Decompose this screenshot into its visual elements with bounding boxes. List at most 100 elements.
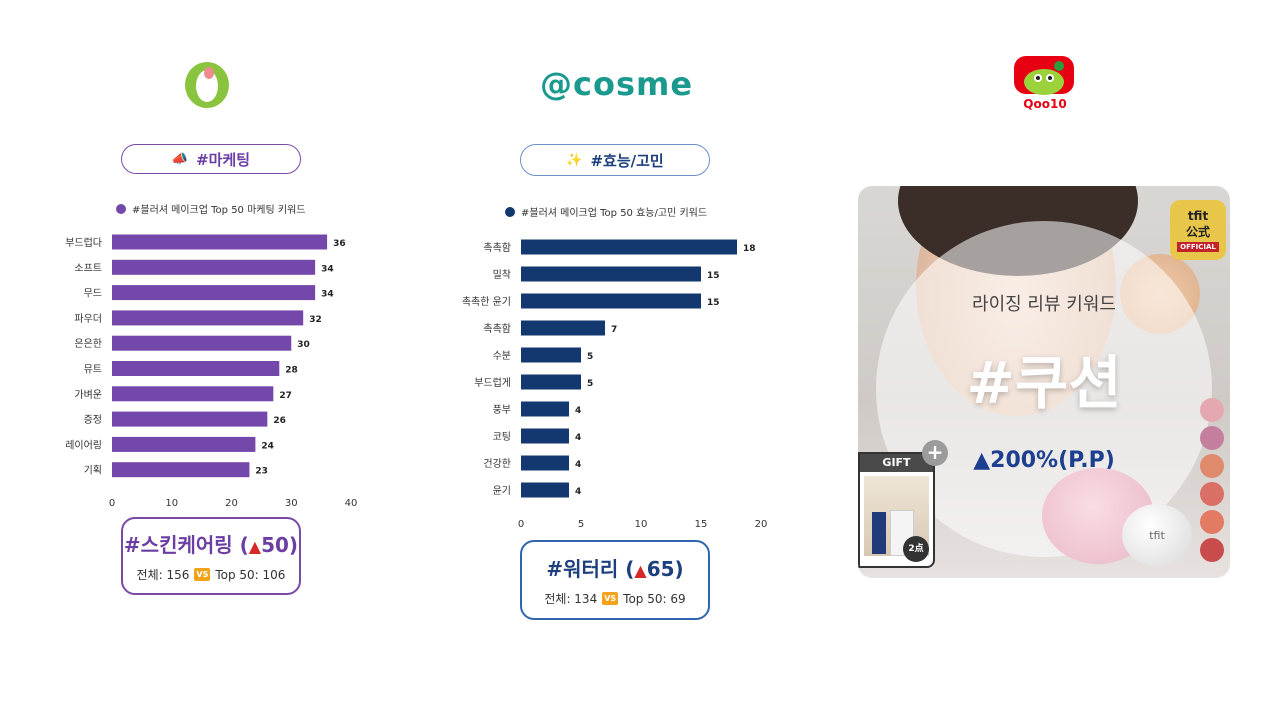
marketing-pill-label: #마케팅 <box>196 150 251 169</box>
bar-9 <box>112 462 250 478</box>
x-tick-label: 10 <box>165 498 178 509</box>
gift-box: GIFT 2点 <box>858 452 935 568</box>
category-label: 촉촉함 <box>483 323 511 335</box>
efficacy-category-pill: ✨ #효능/고민 <box>520 144 710 176</box>
shade-swatches <box>1200 398 1226 562</box>
megaphone-icon: 📣 <box>171 151 189 167</box>
efficacy-chart-legend: #블러셔 메이크업 Top 50 효능/고민 키워드 <box>505 204 707 219</box>
keyword-count-comparison: 전체: 156 VS Top 50: 106 <box>136 567 286 583</box>
bar-6 <box>112 386 274 402</box>
marketing-keyword-bar-chart: 부드럽다 36 소프트 34 무드 34 파우더 32 은은한 30 뮤트 28 가벼운 27 증정 26 레이… <box>65 234 358 509</box>
value-label: 32 <box>309 315 322 325</box>
category-label: 윤기 <box>493 485 511 497</box>
qoo10-product-promo-image: 라이징 리뷰 키워드 #쿠션 ▲200%(P.P) tfit 公式 OFFICI… <box>858 186 1230 578</box>
category-label: 촉촉함 <box>483 242 511 254</box>
value-label: 24 <box>261 441 274 451</box>
value-label: 34 <box>321 264 334 274</box>
cosme-logo: @cosme <box>540 65 694 103</box>
legend-dot <box>116 203 126 214</box>
category-label: 증정 <box>84 414 102 426</box>
compact-brand: tfit <box>1149 528 1165 542</box>
value-label: 28 <box>285 366 298 376</box>
legend-dot <box>505 206 515 217</box>
bar-2 <box>521 293 701 309</box>
category-label: 기획 <box>84 465 102 477</box>
category-label: 무드 <box>84 289 102 300</box>
bar-1 <box>112 259 316 275</box>
category-label: 수분 <box>493 350 511 362</box>
category-label: 촉촉한 윤기 <box>462 296 511 308</box>
x-tick-label: 30 <box>285 498 298 509</box>
efficacy-keyword-bar-chart: 촉촉함 18 밀착 15 촉촉한 윤기 15 촉촉함 7 수분 5 부드럽게 5 풍부 4 코팅 4 건강한 4 윤… <box>462 239 768 530</box>
value-label: 36 <box>333 239 346 249</box>
value-label: 26 <box>273 416 286 426</box>
gift-plus-icon: + <box>922 440 948 466</box>
x-tick-label: 20 <box>755 519 768 530</box>
qoo10-mascot-icon <box>1014 56 1074 95</box>
up-triangle-icon: ▲ <box>634 561 647 580</box>
gift-count-badge: 2点 <box>903 536 929 562</box>
badge-line2: OFFICIAL <box>1177 241 1219 252</box>
oliveyoung-logo <box>183 60 231 110</box>
value-label: 30 <box>297 340 310 350</box>
white-compact: tfit <box>1122 504 1192 566</box>
official-badge: tfit 公式 OFFICIAL <box>1170 200 1226 260</box>
efficacy-highlight-callout: #워터리 (▲65) 전체: 134 VS Top 50: 69 <box>520 540 710 620</box>
qoo10-logo: Qoo10 <box>1012 54 1076 116</box>
category-label: 부드럽게 <box>474 377 511 389</box>
marketing-chart-legend: #블러셔 메이크업 Top 50 마케팅 키워드 <box>116 201 305 216</box>
category-label: 뮤트 <box>84 364 102 376</box>
category-label: 부드럽다 <box>65 237 102 249</box>
oliveyoung-logo-icon <box>185 62 229 108</box>
bar-7 <box>521 428 569 444</box>
bar-3 <box>521 320 605 336</box>
rising-keyword: #쿠션 <box>966 349 1122 417</box>
keyword-count-comparison: 전체: 134 VS Top 50: 69 <box>544 591 686 607</box>
legend-label: #블러셔 메이크업 Top 50 마케팅 키워드 <box>132 205 306 216</box>
value-label: 4 <box>575 433 581 443</box>
vs-badge: VS <box>194 568 211 581</box>
value-label: 7 <box>611 325 617 335</box>
highlight-keyword: #스킨케어링 (▲50) <box>123 533 299 557</box>
marketing-category-pill: 📣 #마케팅 <box>121 144 301 174</box>
gift-label: GIFT <box>860 454 933 472</box>
x-tick-label: 20 <box>225 498 238 509</box>
efficacy-pill-label: #효능/고민 <box>590 151 664 170</box>
bar-1 <box>521 266 701 282</box>
category-label: 풍부 <box>493 404 511 416</box>
category-label: 코팅 <box>493 431 511 443</box>
marketing-highlight-callout: #스킨케어링 (▲50) 전체: 156 VS Top 50: 106 <box>121 517 301 595</box>
category-label: 은은한 <box>74 338 102 350</box>
sparkles-icon: ✨ <box>566 152 583 168</box>
bar-9 <box>521 482 569 498</box>
value-label: 5 <box>587 352 593 362</box>
x-tick-label: 40 <box>345 498 358 509</box>
category-label: 밀착 <box>493 269 511 281</box>
bar-4 <box>112 335 292 351</box>
bar-5 <box>521 374 581 390</box>
up-triangle-icon: ▲ <box>248 537 262 556</box>
x-tick-label: 5 <box>578 519 584 530</box>
value-label: 5 <box>587 379 593 389</box>
x-tick-label: 15 <box>695 519 708 530</box>
value-label: 4 <box>575 487 581 497</box>
bar-5 <box>112 361 280 376</box>
highlight-keyword: #워터리 (▲65) <box>546 557 684 581</box>
bar-4 <box>521 347 581 363</box>
bar-2 <box>112 285 316 301</box>
x-tick-label: 0 <box>109 498 115 509</box>
value-label: 23 <box>255 467 268 477</box>
value-label: 34 <box>321 290 334 300</box>
bar-0 <box>521 239 737 255</box>
value-label: 4 <box>575 460 581 470</box>
badge-line1: 公式 <box>1185 224 1210 239</box>
badge-brand: tfit <box>1187 208 1209 223</box>
category-label: 레이어링 <box>65 439 102 451</box>
bar-6 <box>521 401 569 417</box>
category-label: 가벼운 <box>74 389 102 401</box>
category-label: 파우더 <box>74 313 102 325</box>
bar-0 <box>112 234 328 250</box>
value-label: 4 <box>575 406 581 416</box>
value-label: 27 <box>279 391 292 401</box>
bar-3 <box>112 310 304 326</box>
